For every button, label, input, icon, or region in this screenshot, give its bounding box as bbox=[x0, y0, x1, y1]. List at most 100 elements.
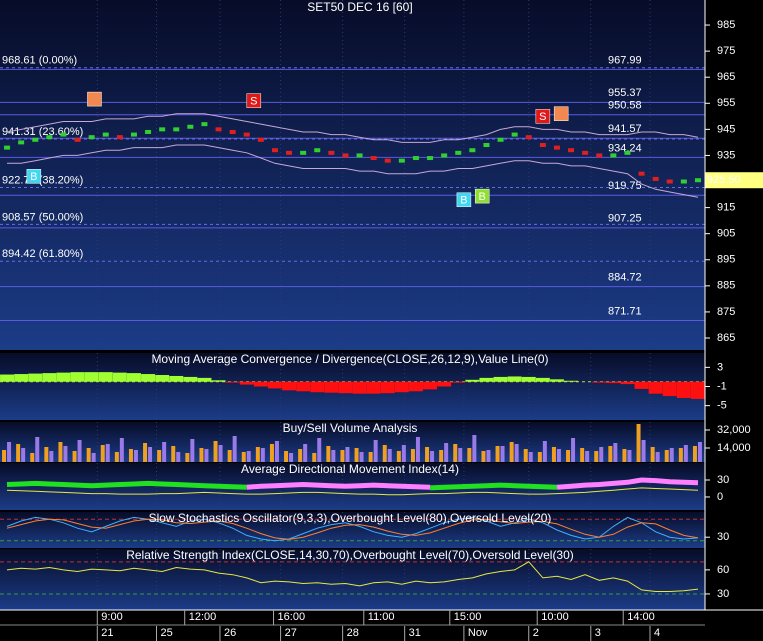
price-candle bbox=[370, 156, 377, 161]
y-tick-label: 985 bbox=[717, 19, 735, 31]
price-candle bbox=[582, 150, 589, 155]
y-tick-label: 875 bbox=[717, 306, 735, 318]
volume-bar bbox=[594, 451, 599, 462]
x-tick-label: 4 bbox=[654, 627, 660, 639]
price-candle bbox=[680, 179, 687, 184]
x-tick-label: 9:00 bbox=[101, 611, 122, 623]
macd-bar bbox=[549, 379, 564, 382]
volume-bar bbox=[185, 453, 190, 462]
macd-bar bbox=[14, 374, 29, 382]
price-candle bbox=[300, 150, 307, 155]
macd-bar bbox=[338, 381, 353, 394]
price-candle bbox=[187, 124, 194, 129]
x-tick-label: Nov bbox=[468, 627, 488, 639]
macd-bar bbox=[648, 381, 663, 394]
series-line bbox=[7, 144, 699, 198]
macd-bar bbox=[112, 372, 127, 382]
y-tick-label: 935 bbox=[717, 149, 735, 161]
volume-bar bbox=[63, 446, 68, 462]
volume-bar bbox=[528, 452, 533, 462]
volume-bar bbox=[692, 446, 697, 462]
volume-bar bbox=[368, 452, 373, 462]
macd-bar bbox=[676, 381, 691, 398]
x-tick-label: 31 bbox=[409, 627, 421, 639]
price-candle bbox=[694, 178, 701, 183]
price-candle bbox=[60, 132, 67, 137]
x-tick-label: 11:00 bbox=[368, 611, 395, 623]
x-tick-label: 25 bbox=[161, 627, 173, 639]
signal-label: B bbox=[479, 191, 486, 203]
signal-marker bbox=[456, 192, 472, 208]
volume-bar bbox=[636, 424, 641, 462]
signal-label: S bbox=[250, 96, 257, 108]
volume-bar bbox=[655, 452, 660, 462]
price-candle bbox=[469, 148, 476, 153]
volume-bar bbox=[467, 448, 472, 462]
price-candle bbox=[497, 137, 504, 142]
volume-bar bbox=[387, 449, 392, 462]
volume-bar bbox=[495, 446, 500, 462]
signal-marker bbox=[26, 169, 42, 184]
macd-bar bbox=[479, 377, 494, 382]
level-label: 950.58 bbox=[608, 100, 642, 112]
volume-bar bbox=[199, 448, 204, 462]
volume-bar bbox=[143, 443, 148, 462]
price-candle bbox=[88, 135, 95, 140]
price-candle bbox=[610, 153, 617, 158]
y-tick-label: 945 bbox=[717, 123, 735, 135]
volume-bar bbox=[30, 453, 35, 462]
volume-bar bbox=[44, 447, 49, 462]
y-tick-label: 30 bbox=[717, 474, 729, 486]
volume-bar bbox=[176, 452, 181, 462]
macd-bar bbox=[465, 379, 480, 382]
level-label: 871.71 bbox=[608, 305, 642, 317]
x-tick-label: 15:00 bbox=[454, 611, 482, 623]
volume-bar bbox=[444, 443, 449, 462]
volume-bar bbox=[669, 448, 674, 462]
x-tick-label: 28 bbox=[347, 627, 359, 639]
price-candle bbox=[18, 140, 25, 145]
price-candle bbox=[398, 158, 405, 163]
volume-bar bbox=[551, 447, 556, 462]
volume-bar bbox=[100, 445, 105, 462]
last-price-box bbox=[705, 172, 763, 189]
panel-title: Relative Strength Index(CLOSE,14,30,70),… bbox=[126, 548, 574, 562]
volume-bar bbox=[91, 453, 96, 462]
signal-label: S bbox=[539, 111, 546, 123]
price-candle bbox=[286, 150, 293, 155]
volume-bar bbox=[430, 451, 435, 462]
price-candle bbox=[624, 150, 631, 155]
y-tick-label: -5 bbox=[717, 400, 727, 412]
panel-background bbox=[0, 549, 705, 610]
volume-bar bbox=[162, 442, 167, 462]
series-line bbox=[6, 113, 699, 143]
price-candle bbox=[159, 127, 166, 132]
macd-bar bbox=[451, 381, 466, 383]
level-label: 941.57 bbox=[608, 123, 642, 135]
macd-bar bbox=[296, 381, 311, 392]
macd-bar bbox=[606, 381, 621, 384]
price-candle bbox=[328, 150, 335, 155]
macd-bar bbox=[408, 381, 423, 392]
level-label: 919.75 bbox=[608, 180, 642, 192]
volume-bar bbox=[627, 450, 632, 462]
panel-background bbox=[0, 512, 705, 548]
volume-bar bbox=[105, 444, 110, 462]
y-tick-label: 32,000 bbox=[717, 424, 751, 436]
volume-bar bbox=[537, 452, 542, 462]
fib-label: 922.72 (38.20%) bbox=[2, 174, 83, 186]
macd-bar bbox=[423, 381, 438, 390]
panel-title: Average Directional Movement Index(14) bbox=[241, 462, 459, 476]
volume-bar bbox=[128, 449, 133, 462]
price-candle bbox=[145, 129, 152, 134]
signal-label: B bbox=[460, 195, 467, 207]
level-label: 955.37 bbox=[608, 87, 642, 99]
price-candle bbox=[243, 132, 250, 137]
y-tick-label: 885 bbox=[717, 280, 735, 292]
y-tick-label: 865 bbox=[717, 332, 735, 344]
x-tick-label: 3 bbox=[595, 627, 601, 639]
y-tick-label: 30 bbox=[717, 588, 729, 600]
volume-bar bbox=[72, 451, 77, 462]
price-candle bbox=[553, 145, 560, 150]
volume-bar bbox=[289, 453, 294, 462]
